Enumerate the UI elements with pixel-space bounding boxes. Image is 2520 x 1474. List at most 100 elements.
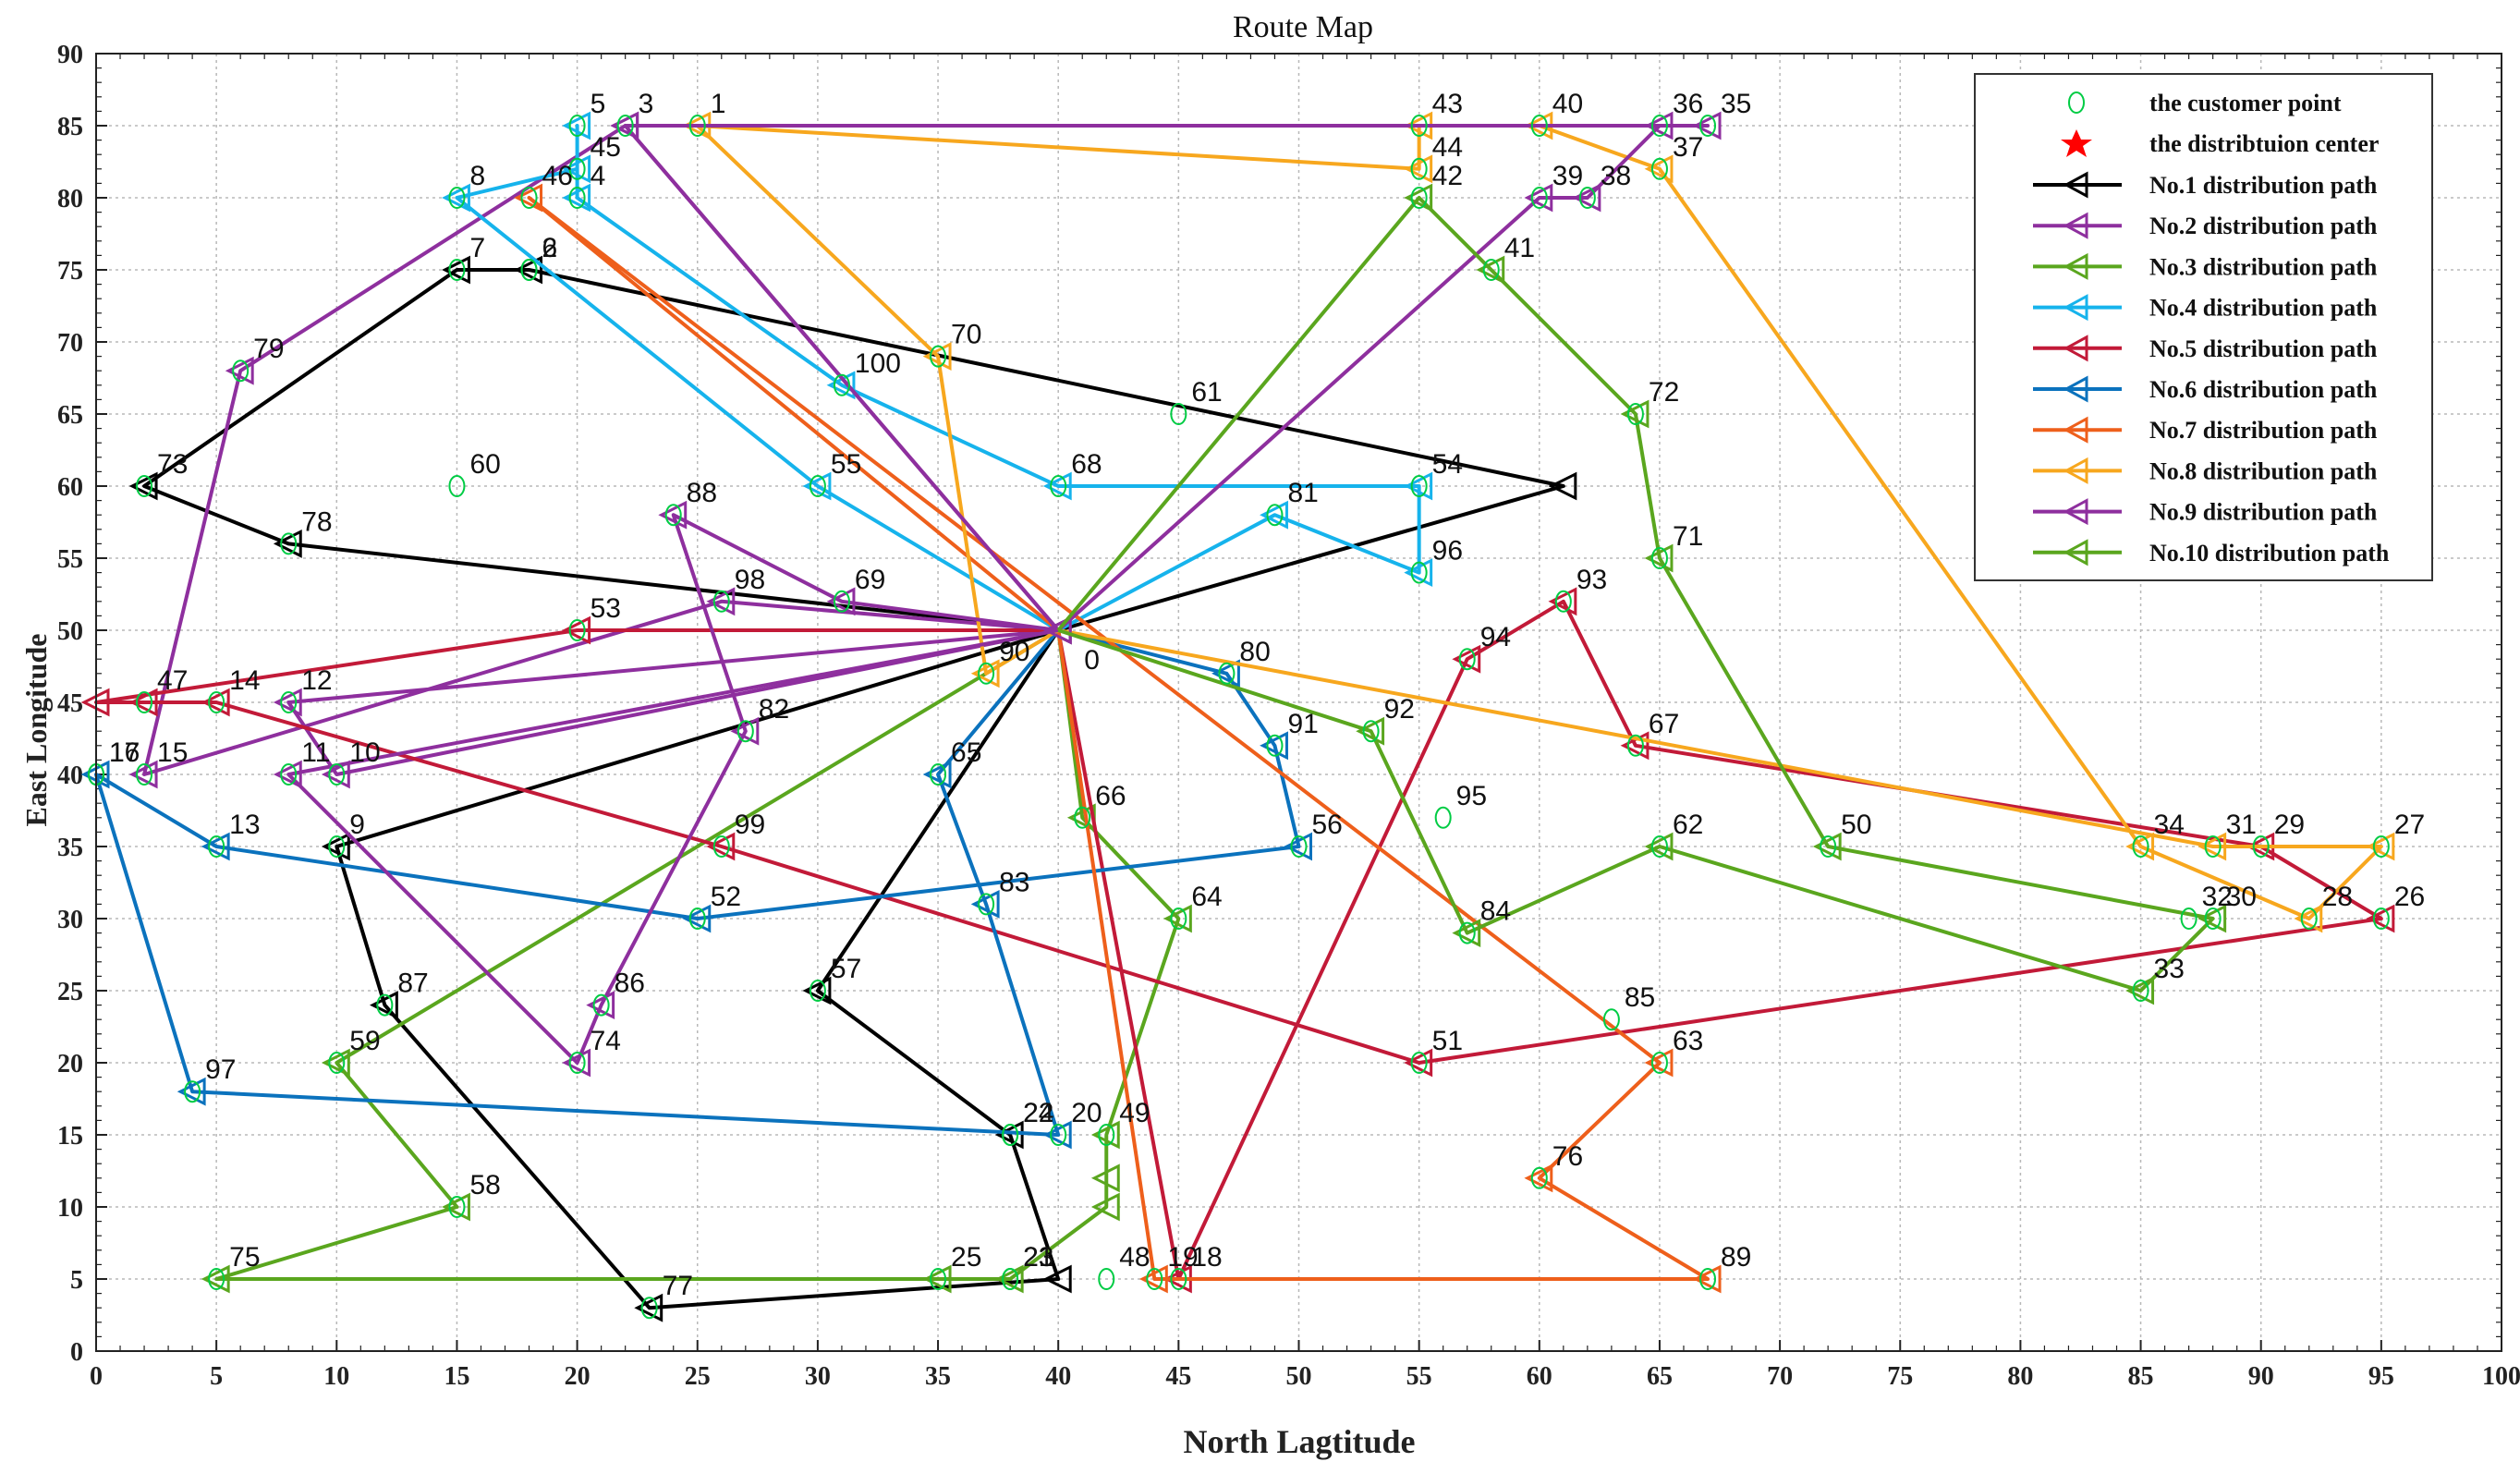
customer-point: [1170, 403, 1187, 425]
customer-label: 82: [759, 694, 789, 725]
customer-point: [1650, 835, 1668, 858]
legend-label-9: No.9 distribution path: [2149, 499, 2378, 526]
route-marker: [682, 904, 712, 933]
customer-label: 85: [1625, 982, 1655, 1013]
customer-point: [712, 835, 730, 858]
customer-point: [688, 908, 706, 930]
customer-point: [1410, 187, 1428, 209]
route-marker: [1042, 471, 1072, 501]
customer-point: [688, 115, 706, 137]
route-marker: [1404, 154, 1433, 184]
route-line-7: [527, 196, 1710, 1281]
route-marker: [1644, 543, 1674, 573]
route-marker: [514, 183, 543, 213]
customer-point: [2204, 835, 2222, 858]
customer-label: 8: [469, 161, 485, 191]
customer-point: [448, 475, 466, 497]
customer-point: [2372, 908, 2390, 930]
customer-label: 63: [1673, 1026, 1703, 1056]
route-marker: [1404, 558, 1433, 588]
customer-label: 81: [1287, 478, 1318, 508]
legend-marker-3: [2063, 252, 2088, 280]
customer-point: [1050, 1124, 1067, 1146]
customer-point: [809, 475, 826, 497]
customer-point: [978, 662, 995, 685]
route-marker: [1356, 716, 1385, 746]
customer-point: [328, 763, 346, 786]
customer-label: 91: [1287, 709, 1318, 739]
x-tick-label: 65: [1647, 1362, 1673, 1391]
customer-point: [208, 691, 225, 713]
customer-label: 38: [1601, 161, 1631, 191]
customer-label: 65: [951, 737, 981, 768]
legend-center-marker: [2061, 129, 2092, 157]
x-tick-label: 95: [2368, 1362, 2394, 1391]
customer-point: [1434, 806, 1452, 829]
legend-label-3: No.3 distribution path: [2149, 253, 2378, 280]
customer-point: [568, 1052, 586, 1074]
route-line-3: [214, 628, 1181, 1281]
x-tick-label: 5: [210, 1362, 223, 1391]
x-tick-label: 75: [1887, 1362, 1913, 1391]
customer-point: [930, 1268, 947, 1290]
route-marker: [1284, 832, 1312, 861]
customer-label: 51: [1432, 1026, 1463, 1056]
route-series-3: [201, 628, 1192, 1294]
route-marker: [1644, 154, 1674, 184]
route-marker: [1042, 1120, 1072, 1150]
customer-point: [568, 115, 586, 137]
customer-point: [1699, 115, 1717, 137]
customer-label: 84: [1480, 896, 1511, 927]
customer-label: 90: [999, 637, 1029, 667]
route-marker: [658, 500, 688, 530]
y-tick-label: 90: [57, 41, 83, 69]
x-tick-label: 20: [565, 1362, 590, 1391]
customer-point: [136, 691, 153, 713]
customer-label: 68: [1071, 449, 1102, 480]
legend-box: [1974, 73, 2433, 581]
route-marker: [1452, 644, 1481, 674]
customer-label: 60: [469, 449, 500, 480]
customer-label: 53: [590, 593, 621, 624]
customer-point: [1170, 1268, 1187, 1290]
customer-point: [1626, 734, 1644, 757]
customer-label: 75: [229, 1242, 260, 1273]
customer-label: 93: [1577, 565, 1607, 595]
customer-point: [1146, 1268, 1163, 1290]
customer-point: [328, 835, 346, 858]
customer-label: 73: [157, 449, 188, 480]
y-tick-label: 10: [57, 1194, 83, 1223]
route-marker: [273, 529, 302, 558]
route-marker: [1452, 919, 1481, 948]
route-marker: [634, 1293, 663, 1322]
route-marker: [1572, 183, 1601, 213]
route-marker: [1692, 1264, 1722, 1294]
customer-label: 83: [999, 867, 1029, 897]
customer-point: [1578, 187, 1596, 209]
route-marker: [2366, 904, 2395, 933]
route-marker: [1524, 183, 1553, 213]
route-marker: [1524, 1163, 1553, 1193]
customer-point: [1098, 1124, 1115, 1146]
route-marker: [1042, 1264, 1072, 1294]
route-marker: [225, 356, 254, 385]
customer-label: 72: [1649, 377, 1679, 408]
legend-label-2: No.2 distribution path: [2149, 213, 2378, 239]
legend-label-1: No.1 distribution path: [2149, 172, 2378, 199]
legend-customer-marker: [2068, 91, 2085, 114]
x-tick-label: 45: [1165, 1362, 1191, 1391]
customer-label: 64: [1191, 882, 1222, 912]
customer-label: 23: [1023, 1242, 1053, 1273]
customer-point: [1554, 590, 1572, 613]
route-marker: [562, 111, 591, 140]
legend-marker-5: [2063, 335, 2088, 362]
customer-label: 27: [2394, 810, 2425, 840]
legend-label-10: No.10 distribution path: [2149, 540, 2390, 566]
route-marker: [922, 342, 952, 372]
customer-label: 2: [542, 233, 558, 263]
route-marker: [706, 587, 736, 616]
customer-label: 95: [1456, 781, 1487, 811]
customer-label: 44: [1432, 132, 1463, 163]
customer-label: 39: [1552, 161, 1583, 191]
customer-label: 16: [109, 737, 140, 768]
